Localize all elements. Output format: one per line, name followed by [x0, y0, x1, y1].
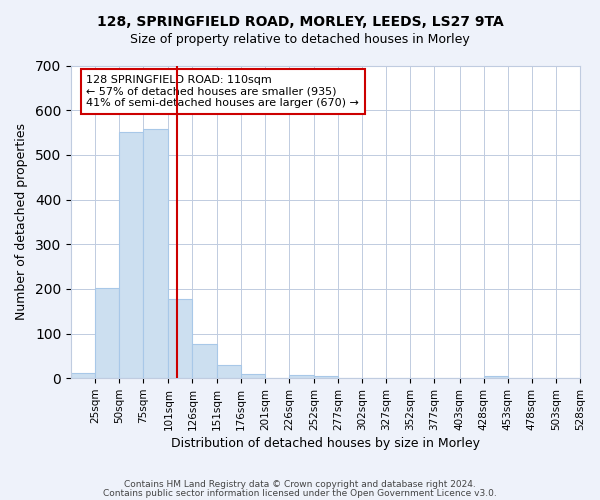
Text: Size of property relative to detached houses in Morley: Size of property relative to detached ho… [130, 32, 470, 46]
Bar [289, 374, 314, 378]
Bar [143, 129, 169, 378]
Bar [217, 366, 241, 378]
Text: 128, SPRINGFIELD ROAD, MORLEY, LEEDS, LS27 9TA: 128, SPRINGFIELD ROAD, MORLEY, LEEDS, LS… [97, 15, 503, 29]
Y-axis label: Number of detached properties: Number of detached properties [15, 124, 28, 320]
Text: Contains HM Land Registry data © Crown copyright and database right 2024.: Contains HM Land Registry data © Crown c… [124, 480, 476, 489]
Bar [95, 288, 119, 378]
Bar [241, 374, 265, 378]
X-axis label: Distribution of detached houses by size in Morley: Distribution of detached houses by size … [171, 437, 480, 450]
Bar [119, 132, 143, 378]
Bar [314, 376, 338, 378]
Bar [169, 298, 193, 378]
Bar [484, 376, 508, 378]
Text: Contains public sector information licensed under the Open Government Licence v3: Contains public sector information licen… [103, 488, 497, 498]
Bar [71, 373, 95, 378]
Bar [193, 344, 217, 378]
Text: 128 SPRINGFIELD ROAD: 110sqm
← 57% of detached houses are smaller (935)
41% of s: 128 SPRINGFIELD ROAD: 110sqm ← 57% of de… [86, 75, 359, 108]
